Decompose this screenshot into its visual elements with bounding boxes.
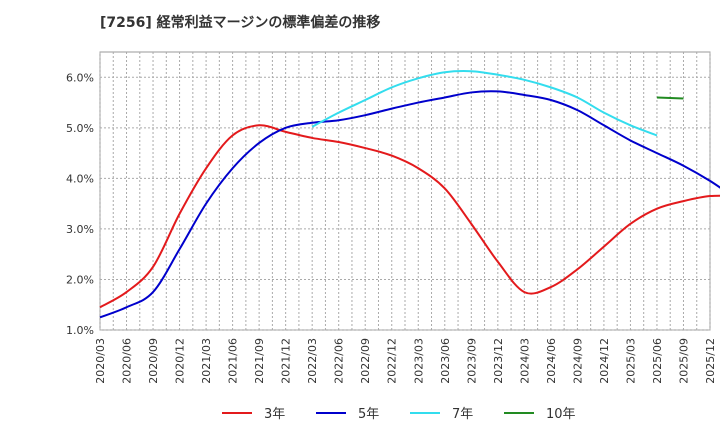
y-tick-label: 4.0% (66, 172, 94, 185)
x-tick-label: 2022/12 (386, 338, 399, 384)
y-tick-label: 6.0% (66, 71, 94, 84)
y-tick-label: 2.0% (66, 273, 94, 286)
x-tick-label: 2020/03 (94, 338, 107, 384)
x-tick-label: 2022/06 (333, 338, 346, 384)
x-tick-label: 2025/06 (651, 338, 664, 384)
y-tick-label: 3.0% (66, 223, 94, 236)
chart-title: [7256] 経常利益マージンの標準偏差の推移 (100, 15, 381, 31)
x-tick-label: 2025/03 (624, 338, 637, 384)
y-axis: 1.0% 2.0% 3.0% 4.0% 5.0% 6.0% (66, 71, 94, 337)
x-tick-label: 2021/09 (253, 338, 266, 384)
x-tick-label: 2020/06 (121, 338, 134, 384)
x-tick-label: 2021/12 (280, 338, 293, 384)
x-tick-label: 2020/09 (147, 338, 160, 384)
series-line-3年 (99, 124, 720, 309)
x-tick-label: 2023/06 (439, 338, 452, 384)
x-tick-label: 2022/09 (359, 338, 372, 384)
y-tick-label: 1.0% (66, 324, 94, 337)
y-tick-label: 5.0% (66, 122, 94, 135)
series-line-10年 (656, 96, 684, 100)
x-tick-label: 2023/03 (412, 338, 425, 384)
legend-label: 5年 (358, 407, 379, 422)
x-axis: 2020/03 2020/06 2020/09 2020/12 2021/03 2021/… (94, 338, 717, 384)
x-tick-label: 2023/12 (492, 338, 505, 384)
legend-label: 3年 (264, 407, 285, 422)
legend: 3年 5年 7年 10年 (222, 407, 576, 422)
x-tick-label: 2024/09 (571, 338, 584, 384)
x-tick-label: 2024/03 (518, 338, 531, 384)
x-tick-label: 2024/12 (598, 338, 611, 384)
legend-label: 10年 (546, 407, 576, 422)
x-tick-label: 2023/09 (465, 338, 478, 384)
x-tick-label: 2025/12 (704, 338, 717, 384)
x-tick-label: 2024/06 (545, 338, 558, 384)
grid-lines (99, 52, 711, 331)
series-line-7年 (311, 70, 658, 137)
x-tick-label: 2022/03 (306, 338, 319, 384)
x-tick-label: 2021/06 (227, 338, 240, 384)
plot-area (99, 51, 711, 331)
x-tick-label: 2025/09 (677, 338, 690, 384)
series-lines (99, 70, 720, 319)
x-tick-label: 2021/03 (200, 338, 213, 384)
legend-label: 7年 (452, 407, 473, 422)
series-line-5年 (99, 90, 720, 319)
x-tick-label: 2020/12 (174, 338, 187, 384)
